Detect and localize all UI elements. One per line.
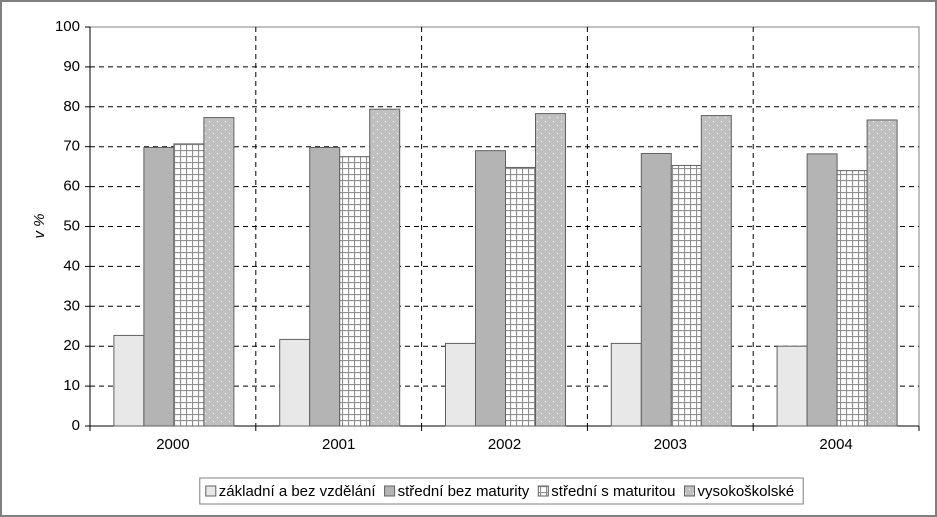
bar [700, 115, 732, 427]
y-tick-label: 100 [55, 18, 80, 35]
x-tick-label: 2004 [819, 436, 852, 453]
x-tick-label: 2002 [488, 436, 521, 453]
legend-label: základní a bez vzdělání [219, 483, 377, 500]
bar [203, 117, 235, 427]
y-tick-label: 80 [63, 98, 80, 115]
y-tick-label: 10 [63, 377, 80, 394]
legend-swatch [537, 485, 549, 497]
y-tick-label: 50 [63, 217, 80, 234]
legend-swatch [684, 485, 696, 497]
y-tick-label: 30 [63, 297, 80, 314]
bar [279, 338, 311, 427]
bar [143, 146, 175, 427]
y-tick-label: 20 [63, 337, 80, 354]
bar [113, 334, 145, 427]
legend-label: vysokoškolské [698, 483, 795, 500]
bar [309, 146, 341, 427]
bar [610, 342, 642, 427]
y-tick-label: 0 [72, 417, 80, 434]
bar [776, 345, 808, 427]
bar [535, 113, 566, 427]
bar [475, 150, 506, 427]
bar [369, 108, 401, 427]
y-tick-label: 90 [63, 58, 80, 75]
bar [640, 152, 672, 427]
y-tick-label: 60 [63, 178, 80, 195]
bar [836, 170, 868, 427]
y-axis-label: v % [31, 213, 48, 238]
x-tick-label: 2001 [322, 436, 355, 453]
y-tick-label: 70 [63, 138, 80, 155]
legend-label: střední bez maturity [398, 483, 530, 500]
y-tick-label: 40 [63, 257, 80, 274]
legend-label: střední s maturitou [551, 483, 675, 500]
bar [866, 119, 898, 427]
x-tick-label: 2003 [654, 436, 687, 453]
bar [806, 153, 838, 427]
legend-swatch [384, 485, 396, 497]
bar [445, 342, 476, 427]
legend-swatch [205, 485, 217, 497]
bar [339, 156, 371, 427]
x-tick-label: 2000 [156, 436, 189, 453]
bar [670, 164, 702, 427]
bar [173, 143, 205, 427]
legend-box [199, 477, 804, 505]
bar [505, 166, 536, 427]
